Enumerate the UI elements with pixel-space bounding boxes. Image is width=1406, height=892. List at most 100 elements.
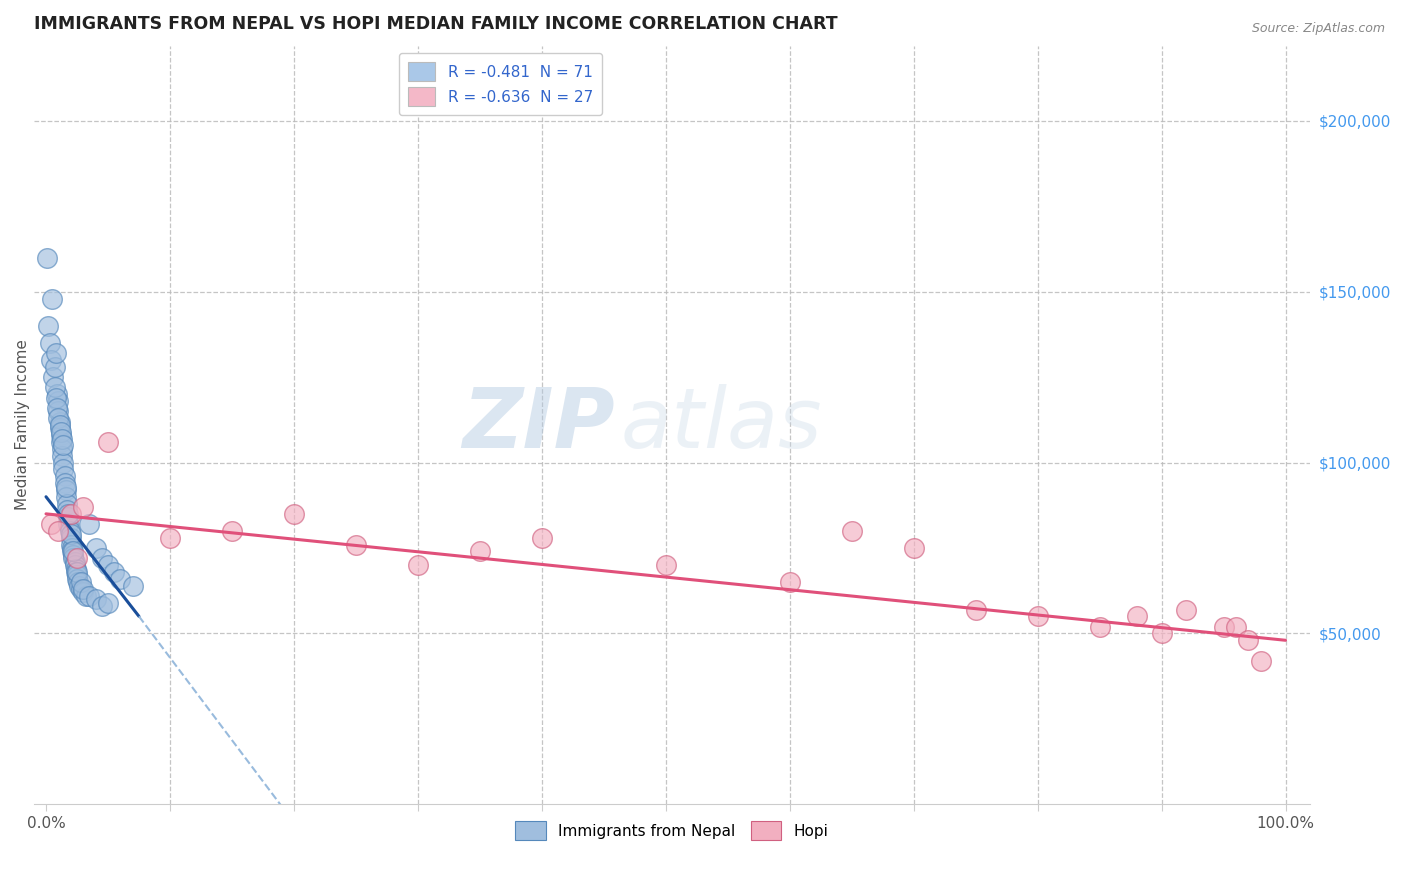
Point	[49, 435, 72, 450]
Point	[38, 336, 60, 351]
Point	[121, 579, 143, 593]
Point	[60, 544, 83, 558]
Point	[46, 387, 69, 401]
Text: IMMIGRANTS FROM NEPAL VS HOPI MEDIAN FAMILY INCOME CORRELATION CHART: IMMIGRANTS FROM NEPAL VS HOPI MEDIAN FAM…	[34, 15, 837, 33]
Point	[1150, 626, 1173, 640]
Point	[84, 592, 107, 607]
Point	[62, 548, 84, 562]
Point	[159, 531, 181, 545]
Point	[1237, 633, 1260, 648]
Point	[55, 479, 77, 493]
Point	[48, 415, 70, 429]
Point	[62, 551, 84, 566]
Point	[72, 500, 94, 514]
Point	[110, 572, 132, 586]
Point	[1175, 602, 1198, 616]
Point	[75, 589, 97, 603]
Point	[655, 558, 678, 573]
Point	[66, 551, 89, 566]
Point	[51, 449, 73, 463]
Point	[779, 575, 801, 590]
Point	[56, 503, 79, 517]
Point	[1026, 609, 1049, 624]
Point	[1250, 654, 1272, 668]
Point	[58, 510, 80, 524]
Point	[48, 394, 70, 409]
Point	[60, 541, 83, 555]
Text: ZIP: ZIP	[463, 384, 614, 466]
Point	[52, 438, 75, 452]
Point	[37, 318, 59, 333]
Point	[90, 599, 112, 613]
Text: Source: ZipAtlas.com: Source: ZipAtlas.com	[1251, 22, 1385, 36]
Point	[69, 575, 91, 590]
Point	[1225, 619, 1247, 633]
Point	[1212, 619, 1234, 633]
Point	[59, 531, 82, 545]
Point	[51, 432, 73, 446]
Point	[406, 558, 429, 573]
Point	[66, 565, 89, 579]
Point	[69, 582, 91, 596]
Point	[530, 531, 553, 545]
Point	[903, 541, 925, 555]
Point	[66, 572, 89, 586]
Point	[44, 359, 66, 374]
Point	[48, 417, 70, 432]
Point	[48, 404, 70, 418]
Point	[90, 551, 112, 566]
Point	[58, 517, 80, 532]
Point	[45, 391, 67, 405]
Point	[59, 538, 82, 552]
Text: atlas: atlas	[621, 384, 823, 466]
Point	[44, 380, 66, 394]
Point	[58, 524, 80, 538]
Point	[52, 456, 75, 470]
Point	[97, 558, 120, 573]
Point	[51, 442, 73, 456]
Point	[41, 292, 63, 306]
Point	[45, 346, 67, 360]
Point	[283, 507, 305, 521]
Point	[42, 370, 65, 384]
Point	[48, 524, 70, 538]
Point	[97, 596, 120, 610]
Point	[56, 497, 79, 511]
Point	[37, 251, 59, 265]
Point	[66, 568, 89, 582]
Point	[59, 527, 82, 541]
Point	[49, 425, 72, 439]
Y-axis label: Median Family Income: Median Family Income	[15, 340, 30, 510]
Point	[468, 544, 491, 558]
Point	[46, 401, 69, 415]
Point	[97, 435, 120, 450]
Point	[221, 524, 243, 538]
Point	[39, 517, 62, 532]
Point	[59, 507, 82, 521]
Point	[65, 565, 87, 579]
Point	[39, 353, 62, 368]
Point	[55, 483, 77, 497]
Point	[52, 462, 75, 476]
Point	[48, 411, 70, 425]
Point	[84, 541, 107, 555]
Point	[63, 558, 86, 573]
Point	[72, 585, 94, 599]
Point	[48, 421, 70, 435]
Point	[344, 538, 367, 552]
Point	[79, 589, 101, 603]
Legend: Immigrants from Nepal, Hopi: Immigrants from Nepal, Hopi	[509, 815, 835, 846]
Point	[67, 575, 90, 590]
Point	[65, 561, 87, 575]
Point	[55, 490, 77, 504]
Point	[53, 469, 76, 483]
Point	[69, 579, 91, 593]
Point	[841, 524, 863, 538]
Point	[58, 507, 80, 521]
Point	[72, 582, 94, 596]
Point	[103, 565, 125, 579]
Point	[63, 555, 86, 569]
Point	[53, 476, 76, 491]
Point	[1126, 609, 1149, 624]
Point	[1088, 619, 1111, 633]
